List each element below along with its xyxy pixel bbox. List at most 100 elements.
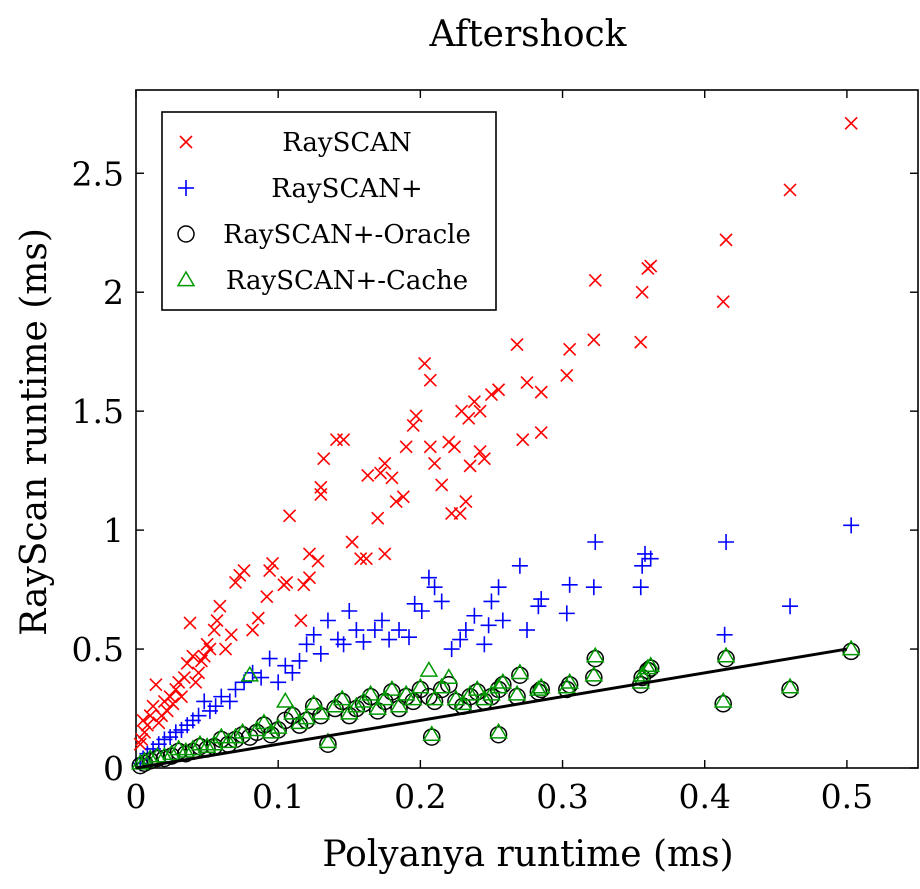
data-point: [632, 665, 652, 682]
data-point: [146, 699, 160, 713]
legend-label: RaySCAN+: [271, 174, 422, 204]
data-point: [634, 335, 648, 349]
data-point: [446, 689, 466, 706]
data-point: [473, 404, 487, 418]
data-point: [632, 579, 649, 596]
data-point: [634, 557, 651, 574]
data-point: [391, 622, 408, 639]
data-point: [443, 641, 460, 658]
data-point: [457, 622, 474, 639]
data-point: [563, 342, 577, 356]
data-point: [713, 691, 733, 708]
data-point: [422, 728, 441, 746]
legend-label: RaySCAN+-Oracle: [223, 220, 471, 250]
data-point: [180, 656, 194, 670]
legend-label: RaySCAN+-Cache: [226, 266, 468, 296]
data-point: [477, 452, 491, 466]
data-point: [186, 649, 200, 663]
data-point: [177, 744, 195, 763]
data-point: [169, 739, 188, 756]
data-point: [169, 682, 183, 697]
legend-item-1: RaySCAN+: [178, 174, 423, 204]
data-point: [172, 675, 186, 689]
data-point: [268, 718, 288, 734]
data-point: [283, 703, 302, 720]
data-point: [455, 404, 469, 418]
data-point: [135, 732, 149, 747]
data-point: [240, 728, 259, 746]
data-point: [194, 654, 208, 668]
data-point: [482, 684, 501, 701]
data-point: [385, 471, 399, 485]
data-point: [137, 725, 152, 739]
legend-marker: [178, 180, 194, 196]
data-point: [233, 722, 252, 739]
data-point: [476, 636, 493, 653]
data-point: [157, 694, 172, 708]
data-point: [317, 452, 331, 466]
legend-marker: [179, 135, 193, 149]
y-tick-label: 1.5: [72, 392, 124, 431]
data-point: [277, 578, 291, 592]
data-point: [426, 579, 443, 596]
y-tick-label: 0: [103, 749, 124, 788]
data-point: [347, 696, 366, 713]
data-point: [219, 732, 238, 749]
data-point: [493, 672, 513, 689]
data-point: [348, 622, 365, 639]
data-point: [641, 261, 655, 275]
data-point: [190, 734, 210, 751]
data-point: [520, 376, 534, 390]
data-point: [291, 652, 308, 669]
data-point: [406, 595, 423, 612]
data-point: [304, 694, 324, 711]
data-point: [781, 680, 799, 699]
data-point: [413, 602, 430, 619]
data-point: [149, 678, 163, 692]
data-point: [191, 666, 206, 680]
x-tick-label: 0.4: [678, 777, 730, 816]
data-point: [200, 637, 214, 651]
data-point: [302, 547, 317, 561]
data-point: [382, 680, 402, 696]
data-point: [717, 649, 735, 668]
data-point: [516, 433, 530, 447]
data-point: [341, 602, 358, 619]
data-point: [467, 680, 487, 696]
data-point: [302, 571, 317, 585]
plot-frame: [135, 89, 919, 769]
data-point: [445, 506, 459, 521]
data-point: [368, 699, 388, 715]
data-point: [529, 680, 548, 696]
data-point: [224, 628, 238, 642]
data-point: [354, 552, 368, 566]
data-point: [339, 703, 359, 720]
y-tick-label: 0.5: [72, 630, 124, 669]
data-point: [510, 337, 524, 352]
data-point: [355, 633, 372, 650]
data-point: [459, 494, 473, 509]
data-point: [226, 727, 245, 744]
legend-item-3: RaySCAN+-Cache: [176, 266, 468, 296]
data-point: [197, 737, 217, 753]
data-point: [396, 490, 410, 504]
data-point: [298, 636, 315, 653]
data-point: [196, 693, 213, 710]
data-point: [361, 468, 375, 482]
data-point: [531, 677, 551, 694]
data-point: [584, 665, 604, 682]
data-point: [533, 591, 550, 608]
data-point: [183, 616, 197, 630]
data-point: [148, 749, 167, 768]
data-point: [174, 690, 189, 704]
y-tick-label: 2: [103, 273, 124, 312]
data-point: [422, 725, 442, 742]
data-point: [345, 535, 359, 549]
data-point: [297, 578, 311, 592]
plot-area: 0 0.1 0.2 0.3 0.4 0.5 0 0.5 1 1.5 2 2.5: [72, 89, 919, 816]
data-point: [534, 426, 548, 440]
data-point: [432, 677, 452, 694]
data-point: [844, 116, 858, 130]
data-point: [311, 554, 325, 568]
